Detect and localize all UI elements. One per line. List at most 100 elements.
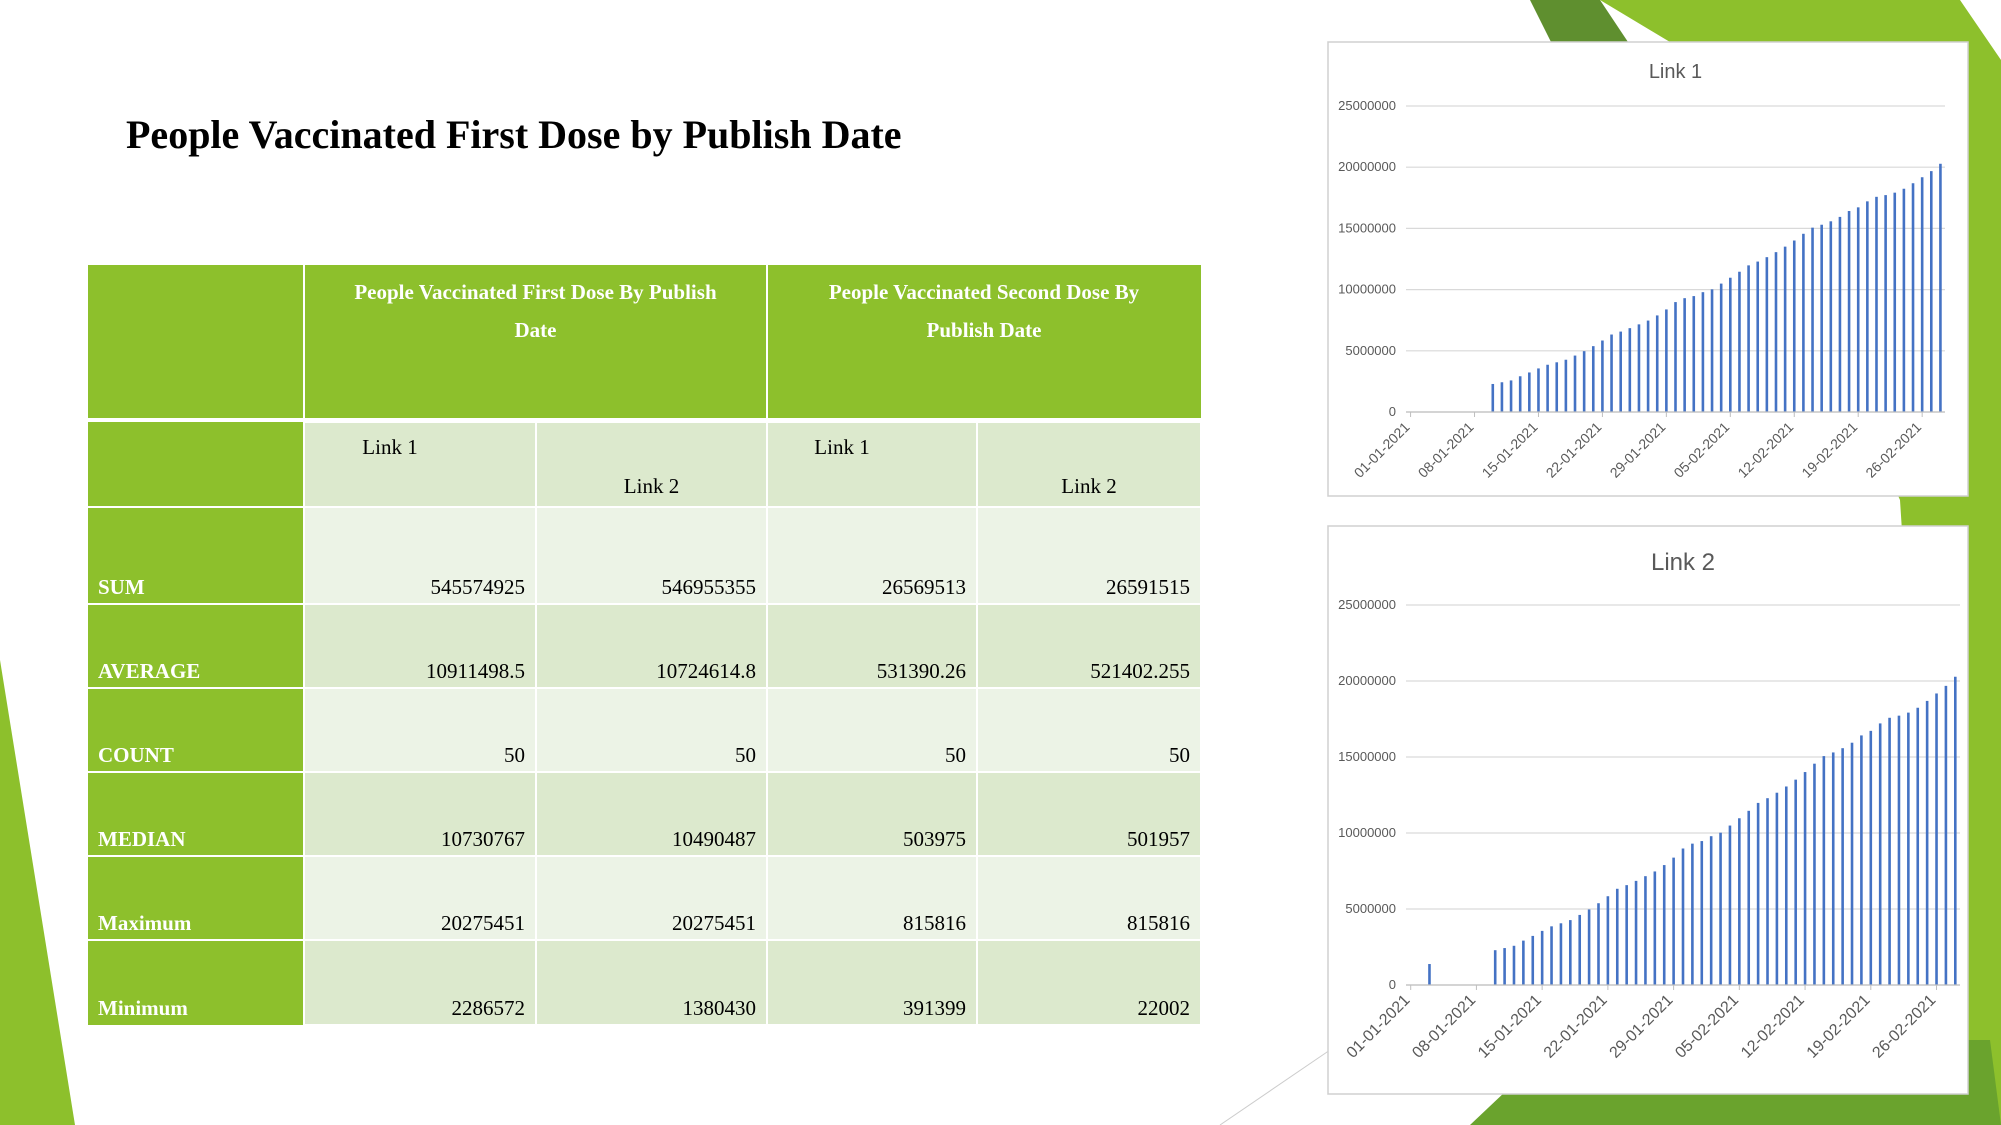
- cell: 2286572: [452, 996, 526, 1020]
- cell-bg: [976, 603, 1202, 689]
- cell-bg: [976, 421, 1202, 508]
- cell: 1380430: [683, 996, 757, 1020]
- bar: [1628, 328, 1632, 412]
- bar: [1540, 930, 1544, 985]
- bar: [1591, 346, 1595, 412]
- cell: 10490487: [672, 827, 756, 851]
- bar: [1546, 364, 1549, 412]
- y-tick-label: 5000000: [1345, 343, 1396, 358]
- bar: [1691, 843, 1694, 985]
- bar: [1625, 885, 1628, 985]
- bar: [1573, 355, 1577, 412]
- cell: 50: [1169, 743, 1190, 767]
- cell: 26591515: [1106, 575, 1190, 599]
- cell-bg: [303, 771, 537, 857]
- bar: [1747, 265, 1750, 412]
- bar: [1935, 693, 1938, 985]
- y-tick-label: 25000000: [1338, 98, 1396, 113]
- bar: [1569, 920, 1572, 985]
- bar: [1925, 700, 1929, 985]
- bar: [1954, 676, 1957, 985]
- bar: [1701, 292, 1705, 412]
- bar: [1550, 926, 1553, 985]
- bar: [1831, 752, 1835, 985]
- bar: [1709, 836, 1713, 985]
- cell: 545574925: [431, 575, 526, 599]
- bar: [1665, 309, 1668, 412]
- bar: [1929, 171, 1933, 412]
- bar: [1728, 825, 1732, 985]
- row-label: COUNT: [98, 743, 174, 767]
- chart-title: Link 1: [1649, 61, 1702, 83]
- chart-title: Link 2: [1651, 549, 1715, 576]
- cell: 501957: [1127, 827, 1190, 851]
- bar: [1829, 221, 1833, 412]
- bar: [1911, 183, 1915, 412]
- cell-bg: [303, 603, 537, 689]
- subheader: Link 2: [624, 474, 679, 498]
- bar: [1756, 802, 1760, 985]
- bar: [1518, 376, 1522, 412]
- bar: [1578, 914, 1582, 985]
- bar: [1528, 372, 1531, 412]
- cell: 50: [735, 743, 756, 767]
- bar: [1610, 334, 1613, 412]
- decor: [0, 660, 75, 1125]
- cell-bg: [976, 939, 1202, 1026]
- bar: [1783, 246, 1787, 412]
- y-tick-label: 10000000: [1338, 282, 1396, 297]
- bar: [1916, 707, 1920, 985]
- cell: 391399: [903, 996, 966, 1020]
- cell: 50: [945, 743, 966, 767]
- cell-bg: [976, 687, 1202, 773]
- bar: [1774, 252, 1778, 412]
- cell: 10911498.5: [426, 659, 525, 683]
- y-tick-label: 15000000: [1338, 749, 1396, 764]
- bar: [1710, 289, 1714, 412]
- bar: [1428, 964, 1431, 985]
- bar: [1802, 233, 1805, 412]
- bar: [1719, 283, 1723, 412]
- cell: 10730767: [441, 827, 525, 851]
- slide-title: People Vaccinated First Dose by Publish …: [126, 112, 902, 157]
- bar: [1493, 950, 1497, 985]
- bar: [1683, 298, 1686, 412]
- bar: [1655, 315, 1659, 412]
- bar: [1747, 810, 1751, 985]
- bar: [1601, 340, 1604, 412]
- bar: [1794, 779, 1797, 985]
- bar: [1756, 261, 1760, 412]
- bar: [1559, 923, 1563, 985]
- bar: [1491, 383, 1495, 412]
- cell-bg: [535, 421, 768, 508]
- bar: [1878, 723, 1882, 985]
- cell-bg: [766, 855, 978, 941]
- bar: [1597, 903, 1600, 985]
- bar: [1811, 227, 1814, 412]
- bar: [1920, 177, 1924, 412]
- cell-bg: [766, 771, 978, 857]
- decor: [1219, 1049, 1331, 1125]
- cell-bg: [766, 939, 978, 1026]
- subheader: Link 2: [1061, 474, 1116, 498]
- bar: [1902, 188, 1906, 412]
- cell-bg: [535, 603, 768, 689]
- bar: [1555, 362, 1559, 412]
- bar: [1869, 730, 1873, 985]
- cell: 26569513: [882, 575, 966, 599]
- cell-bg: [976, 771, 1202, 857]
- bar: [1897, 715, 1901, 985]
- bar: [1841, 748, 1844, 985]
- row-label: Minimum: [98, 996, 188, 1020]
- bar: [1653, 871, 1657, 985]
- cell: 22002: [1138, 996, 1191, 1020]
- cell-bg: [766, 687, 978, 773]
- bar: [1822, 756, 1826, 985]
- bar: [1531, 935, 1535, 985]
- bar: [1681, 848, 1685, 985]
- bar: [1644, 876, 1647, 985]
- bar: [1619, 331, 1622, 412]
- cell-bg: [303, 687, 537, 773]
